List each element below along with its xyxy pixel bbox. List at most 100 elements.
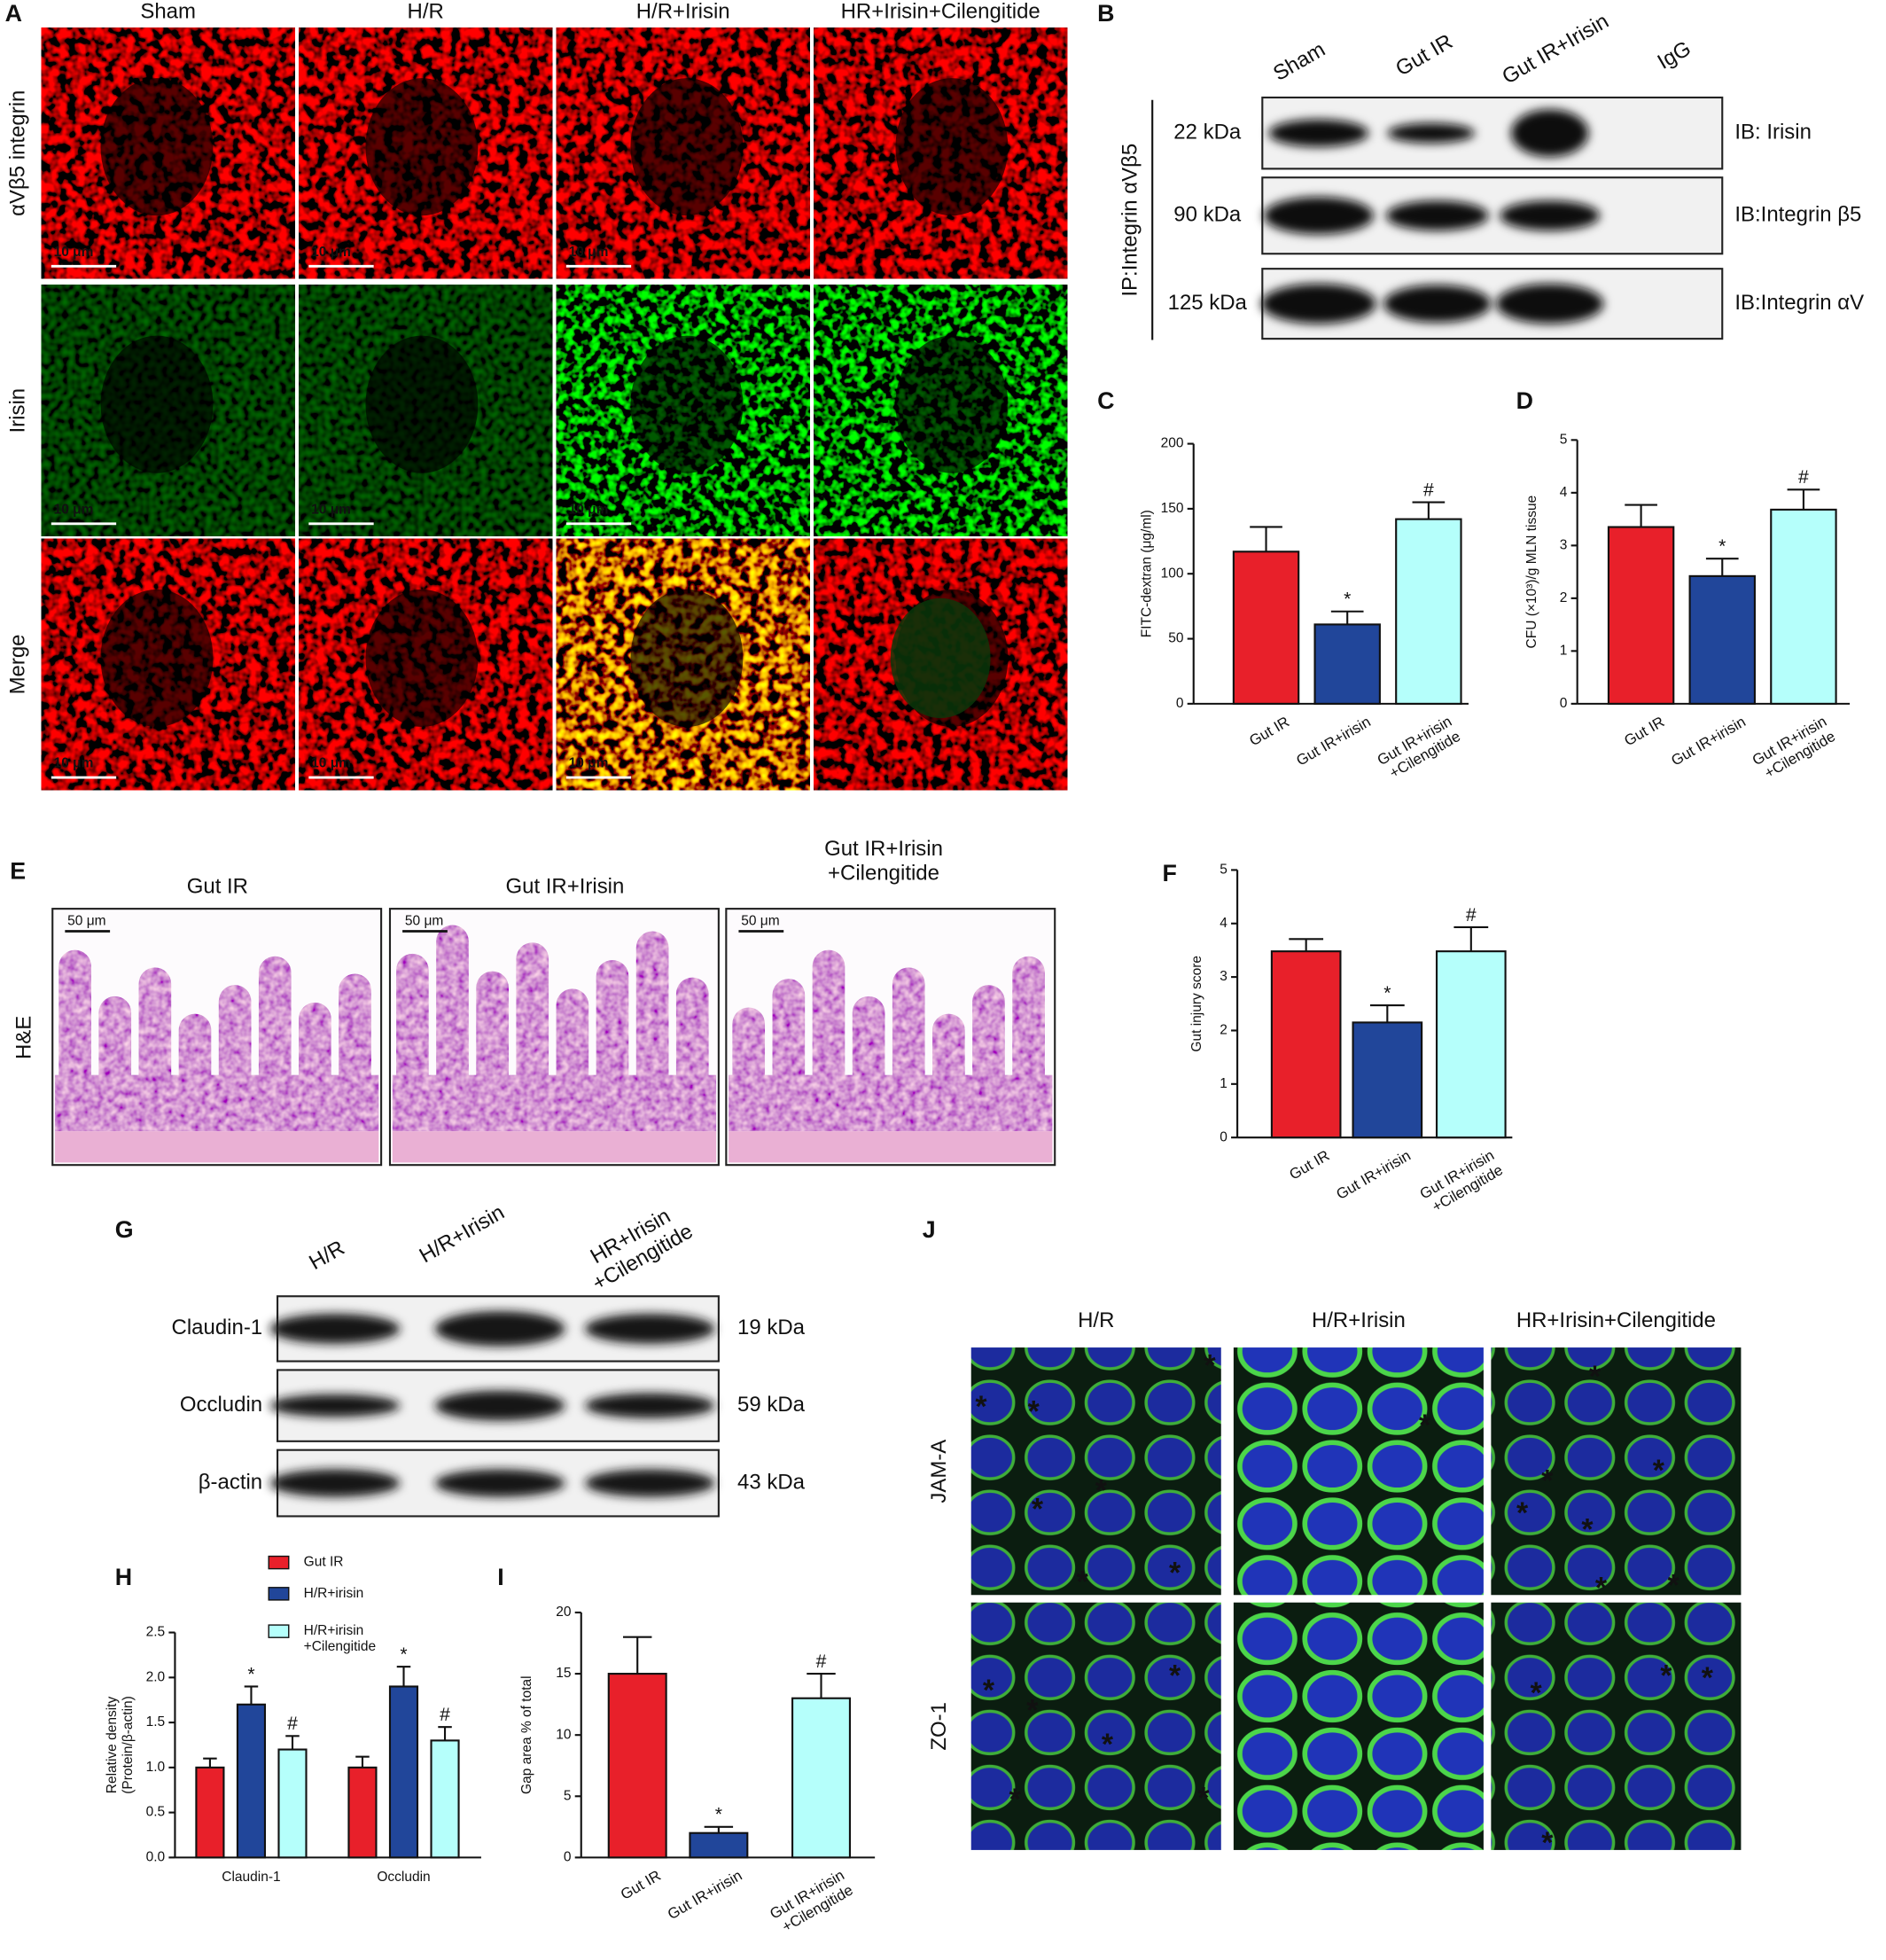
micrograph: [1233, 1602, 1484, 1850]
legend-swatch: [268, 1587, 290, 1601]
y-tick-label: 0.5: [146, 1805, 166, 1820]
x-tick-label: Occludin: [377, 1870, 430, 1885]
scale-bar-label: 10 μm: [569, 502, 609, 517]
scale-bar-label: 50 μm: [741, 913, 779, 928]
panel-letter: D: [1516, 387, 1533, 414]
gap-marker: *: [1702, 1661, 1714, 1695]
y-tick-label: 3: [1220, 969, 1227, 984]
blot-band: [1260, 284, 1376, 324]
x-tick-label: Gut IR: [1246, 713, 1292, 749]
blot-band: [434, 1469, 565, 1497]
blot-band: [1383, 285, 1492, 323]
y-tick-label: 100: [1161, 566, 1184, 581]
gap-marker: *: [1197, 1781, 1210, 1815]
scale-bar-label: 10 μm: [311, 502, 351, 517]
nucleus: [365, 335, 479, 473]
muscle-layer: [55, 1131, 379, 1163]
blot-band: [269, 1394, 401, 1417]
scale-bar-label: 10 μm: [569, 245, 609, 260]
lane-label: H/R+Irisin: [416, 1200, 509, 1268]
column-label: Gut IR+Irisin +Cilengitide: [824, 837, 943, 886]
column-label: HR+Irisin+Cilengitide: [841, 0, 1040, 23]
gap-marker: *: [975, 1390, 987, 1424]
blot-band: [1263, 197, 1374, 235]
y-axis-label: FITC-dextran (μg/ml): [1140, 510, 1155, 637]
y-tick-label: 5: [1560, 432, 1568, 447]
y-tick-label: 3: [1560, 537, 1568, 552]
lane-label: Gut IR: [1391, 29, 1456, 81]
bar: [791, 1697, 851, 1859]
blot-band: [1385, 200, 1489, 231]
x-tick-label: Gut IR+irisin: [1668, 713, 1748, 769]
blot-band: [584, 1313, 715, 1344]
size-label: 22 kDa: [1173, 121, 1242, 144]
nucleus: [365, 589, 479, 727]
y-axis-label: Gut injury score: [1189, 956, 1204, 1052]
column-label: Sham: [140, 0, 196, 23]
bar: [1232, 551, 1300, 705]
y-tick-label: 1: [1560, 643, 1568, 658]
lane-label: IgG: [1654, 36, 1695, 74]
blot-band: [584, 1469, 715, 1497]
gap-marker: *: [1668, 1569, 1680, 1603]
crypt-layer: [729, 1074, 1053, 1132]
villus: [436, 925, 469, 1126]
column-label: HR+Irisin+Cilengitide: [1516, 1308, 1716, 1332]
tissue: [392, 925, 717, 1132]
blot-band: [269, 1469, 401, 1497]
y-tick-label: 5: [1220, 863, 1227, 878]
size-label: 19 kDa: [737, 1316, 806, 1339]
nucleus: [630, 78, 744, 216]
significance-marker: #: [1423, 480, 1434, 500]
legend-label: Gut IR: [304, 1555, 344, 1570]
y-tick-label: 5: [564, 1788, 572, 1803]
gap-marker: *: [1531, 1676, 1543, 1710]
crypt-layer: [392, 1074, 717, 1132]
nucleus: [100, 335, 214, 473]
gap-marker: *: [1028, 1395, 1040, 1429]
column-label: Gut IR+Irisin: [505, 874, 624, 898]
y-tick-label: 0: [1560, 696, 1568, 711]
significance-marker: #: [287, 1714, 298, 1734]
significance-marker: #: [1798, 467, 1809, 488]
column-label: H/R+Irisin: [1312, 1308, 1406, 1332]
gap-marker: *: [1516, 1496, 1529, 1530]
blot-band: [1387, 122, 1476, 144]
ib-label: IB: Irisin: [1734, 121, 1812, 144]
scale-bar-label: 10 μm: [54, 502, 94, 517]
y-tick-label: 4: [1220, 916, 1227, 931]
column-label: H/R: [408, 0, 444, 23]
nucleus-signal: [890, 597, 991, 719]
panel-letter: E: [10, 857, 26, 884]
bar: [388, 1685, 419, 1859]
y-tick-label: 150: [1161, 501, 1184, 516]
y-tick-label: 15: [556, 1666, 571, 1681]
y-tick-label: 2.0: [146, 1669, 166, 1684]
bar: [1395, 518, 1462, 705]
x-tick-label: Gut IR: [1621, 713, 1667, 749]
gap-marker: *: [1653, 1454, 1665, 1488]
y-tick-label: 10: [556, 1727, 572, 1742]
gap-marker: *: [1660, 1659, 1672, 1692]
legend-label: H/R+irisin: [304, 1586, 364, 1601]
row-label: αVβ5 integrin: [5, 90, 29, 216]
gap-marker: *: [1541, 1826, 1554, 1860]
protein-label: Claudin-1: [172, 1316, 263, 1339]
nucleus: [365, 78, 479, 216]
blot-band: [434, 1390, 565, 1421]
size-label: 125 kDa: [1168, 291, 1248, 315]
y-tick-label: 0: [564, 1849, 572, 1864]
lane-label: Gut IR+Irisin: [1498, 9, 1612, 89]
y-tick-label: 1: [1220, 1076, 1227, 1091]
significance-marker: *: [1344, 590, 1351, 610]
tissue: [55, 949, 379, 1132]
bar: [689, 1831, 749, 1859]
y-tick-label: 0: [1220, 1129, 1227, 1144]
y-tick-label: 50: [1168, 631, 1184, 646]
blot-band: [269, 1313, 401, 1344]
blot-band: [434, 1311, 565, 1347]
gap-marker: *: [1204, 1349, 1216, 1383]
legend-label: H/R+irisin +Cilengitide: [304, 1623, 376, 1654]
crypt-layer: [55, 1074, 379, 1132]
